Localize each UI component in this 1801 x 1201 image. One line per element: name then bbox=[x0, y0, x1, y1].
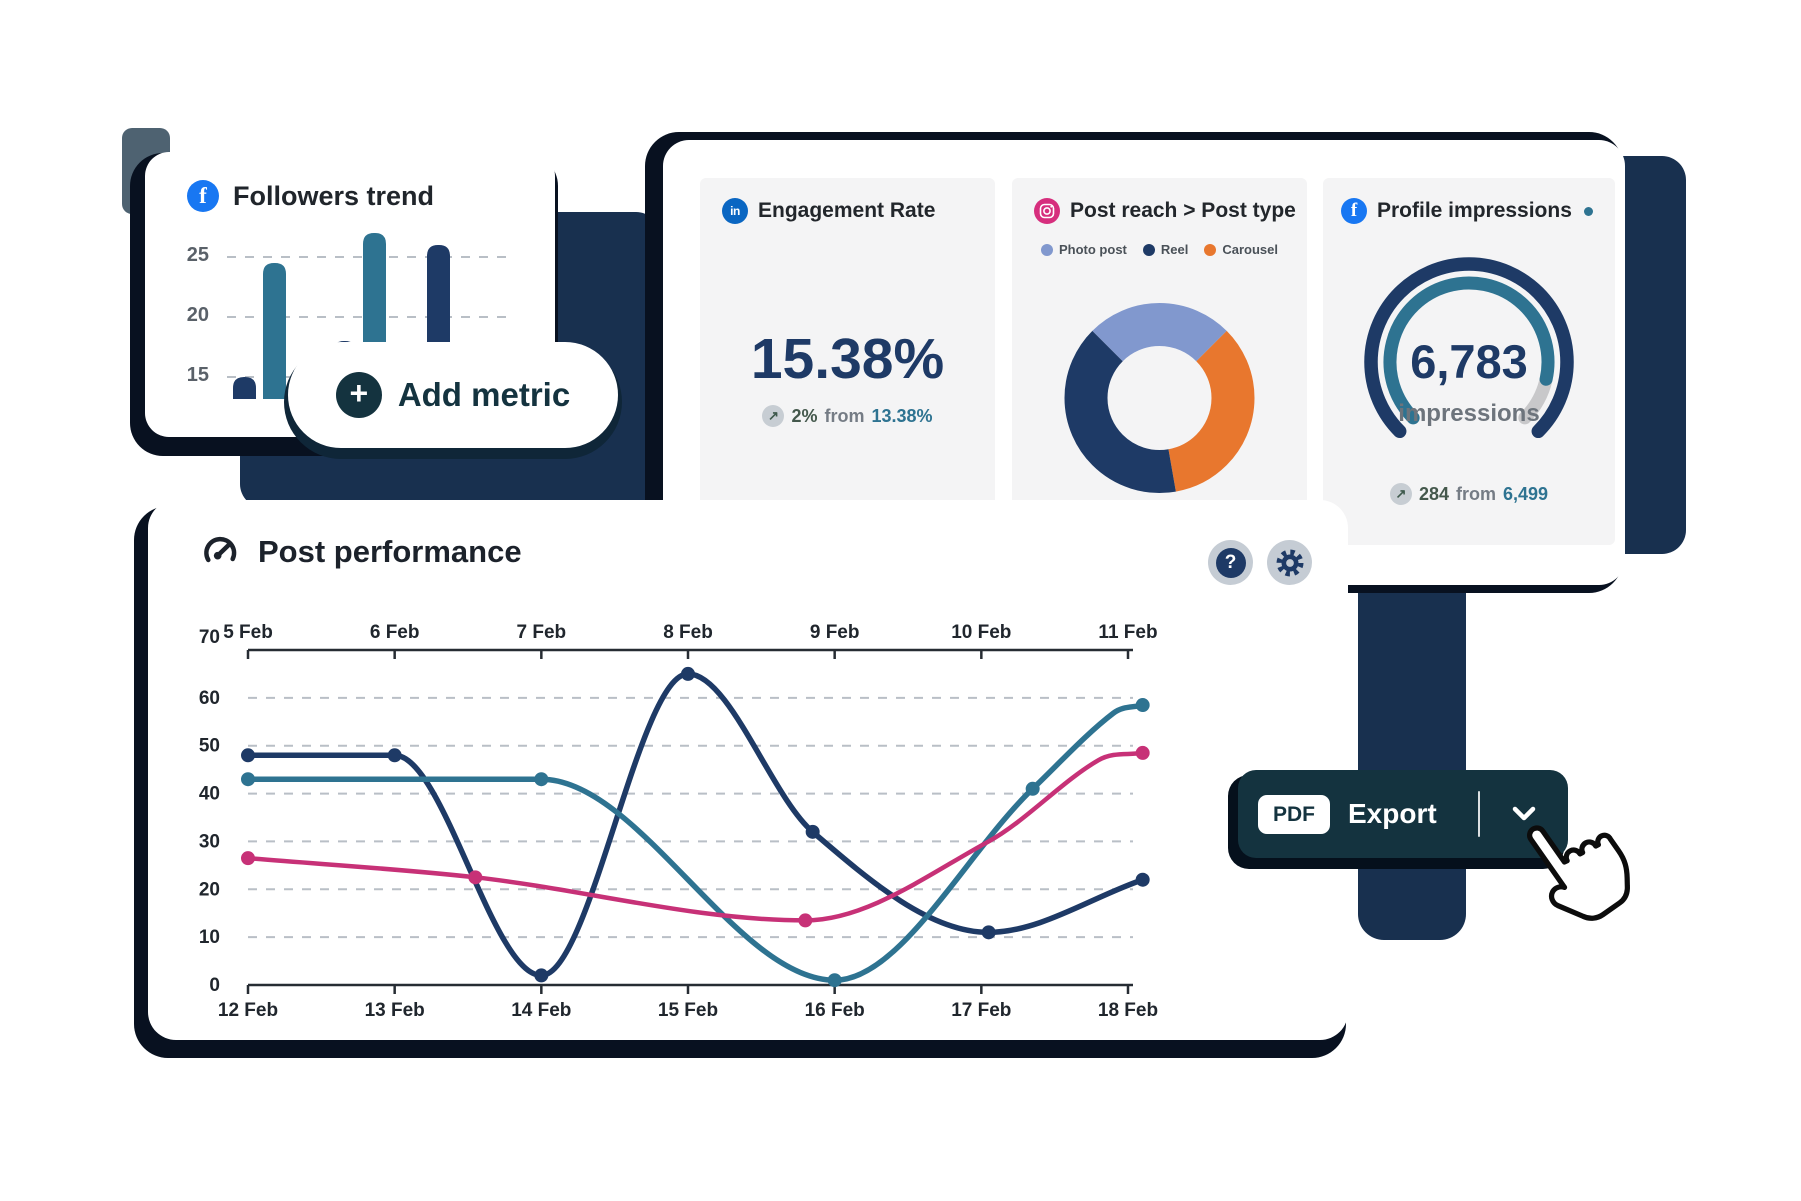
legend-dot-icon bbox=[1041, 243, 1053, 256]
export-dropdown-button[interactable] bbox=[1498, 788, 1550, 840]
legend-item: Photo post bbox=[1041, 242, 1127, 257]
svg-text:20: 20 bbox=[199, 879, 220, 900]
question-mark-icon: ? bbox=[1215, 547, 1246, 578]
svg-text:50: 50 bbox=[199, 736, 220, 757]
svg-text:15 Feb: 15 Feb bbox=[658, 1000, 718, 1021]
trend-up-arrow-icon: ↗ bbox=[762, 405, 785, 427]
facebook-icon: f bbox=[1341, 198, 1367, 224]
svg-text:70: 70 bbox=[199, 627, 220, 648]
hand-cursor-icon bbox=[1505, 798, 1650, 948]
add-metric-label: Add metric bbox=[397, 376, 571, 413]
export-label: Export bbox=[1348, 798, 1437, 829]
post-performance-actions: ? bbox=[1208, 540, 1312, 585]
svg-text:12 Feb: 12 Feb bbox=[218, 1000, 278, 1021]
engagement-from-word: from bbox=[824, 405, 865, 426]
post-reach-panel: Post reach > Post type Photo post Reel Car… bbox=[1012, 178, 1307, 505]
post-performance-line-chart: 70 60 50 40 30 20 10 0 5 Feb 6 Feb 7 Feb 8 Feb 9 Feb… bbox=[199, 622, 1158, 1021]
svg-text:11 Feb: 11 Feb bbox=[1098, 622, 1157, 643]
impressions-previous: 6,499 bbox=[1503, 483, 1549, 504]
svg-text:60: 60 bbox=[199, 688, 220, 709]
svg-text:8 Feb: 8 Feb bbox=[663, 622, 713, 643]
instagram-icon bbox=[1034, 198, 1060, 224]
svg-text:7 Feb: 7 Feb bbox=[517, 622, 567, 643]
svg-text:20: 20 bbox=[187, 304, 209, 326]
legend-dot-icon bbox=[1204, 243, 1217, 256]
svg-text:30: 30 bbox=[199, 831, 220, 852]
speedometer-icon bbox=[200, 532, 240, 572]
post-reach-header: Post reach > Post type bbox=[1034, 198, 1296, 224]
help-button[interactable]: ? bbox=[1208, 540, 1253, 585]
svg-text:15: 15 bbox=[187, 364, 209, 386]
engagement-delta: 2% bbox=[791, 405, 818, 426]
profile-impressions-title: Profile impressions bbox=[1377, 199, 1572, 222]
export-button[interactable]: PDF Export bbox=[1238, 770, 1568, 858]
plus-icon: + bbox=[335, 372, 382, 418]
engagement-rate-value: 15.38% bbox=[750, 327, 945, 391]
post-reach-donut-chart bbox=[1064, 303, 1255, 493]
followers-trend-title: Followers trend bbox=[233, 180, 435, 211]
add-metric-button[interactable]: + Add metric bbox=[288, 342, 618, 448]
engagement-rate-panel: in Engagement Rate 15.38% ↗ 2% from 13.3… bbox=[700, 178, 995, 505]
svg-text:5 Feb: 5 Feb bbox=[223, 622, 273, 643]
linkedin-icon: in bbox=[722, 198, 748, 224]
trend-up-arrow-icon: ↗ bbox=[1389, 483, 1412, 505]
post-reach-title: Post reach > Post type bbox=[1070, 199, 1296, 222]
svg-text:10 Feb: 10 Feb bbox=[951, 622, 1011, 643]
impressions-unit: impressions bbox=[1398, 400, 1540, 427]
chevron-down-icon bbox=[1512, 806, 1536, 821]
engagement-rate-delta-row: ↗ 2% from 13.38% bbox=[700, 405, 995, 427]
svg-text:10: 10 bbox=[199, 927, 220, 948]
status-dot-icon bbox=[1583, 206, 1593, 216]
svg-text:25: 25 bbox=[187, 244, 209, 266]
donut-legend: Photo post Reel Carousel bbox=[1012, 242, 1307, 257]
legend-dot-icon bbox=[1142, 243, 1155, 256]
svg-text:0: 0 bbox=[209, 975, 220, 996]
svg-text:17 Feb: 17 Feb bbox=[951, 1000, 1011, 1021]
export-divider bbox=[1477, 791, 1480, 837]
impressions-value: 6,783 bbox=[1410, 335, 1528, 388]
legend-item: Carousel bbox=[1204, 242, 1278, 257]
engagement-rate-title: Engagement Rate bbox=[758, 199, 936, 222]
settings-button[interactable] bbox=[1267, 540, 1312, 585]
svg-text:14 Feb: 14 Feb bbox=[511, 1000, 571, 1021]
pdf-badge: PDF bbox=[1258, 794, 1330, 834]
impressions-gauge-chart bbox=[1364, 257, 1574, 439]
impressions-from-word: from bbox=[1456, 483, 1496, 504]
svg-text:16 Feb: 16 Feb bbox=[805, 1000, 865, 1021]
post-performance-title: Post performance bbox=[258, 534, 522, 569]
engagement-previous: 13.38% bbox=[871, 405, 933, 426]
profile-impressions-header: f Profile impressions bbox=[1341, 198, 1593, 224]
svg-text:13 Feb: 13 Feb bbox=[365, 1000, 425, 1021]
svg-text:40: 40 bbox=[199, 784, 220, 805]
impressions-delta: 284 bbox=[1418, 483, 1449, 504]
impressions-delta-row: ↗ 284 from 6,499 bbox=[1323, 483, 1615, 505]
gear-icon bbox=[1276, 549, 1303, 576]
legend-item: Reel bbox=[1142, 242, 1188, 257]
facebook-icon: f bbox=[187, 180, 219, 212]
followers-trend-header: f Followers trend bbox=[187, 180, 434, 212]
post-performance-header: Post performance bbox=[200, 532, 522, 572]
profile-impressions-panel: f Profile impressions 6,783 impressions … bbox=[1323, 178, 1615, 545]
svg-text:9 Feb: 9 Feb bbox=[810, 622, 860, 643]
svg-text:6 Feb: 6 Feb bbox=[370, 622, 420, 643]
post-performance-card: Post performance ? 70 60 50 40 30 20 10 0 5 Feb 6… bbox=[148, 500, 1348, 1040]
engagement-rate-header: in Engagement Rate bbox=[722, 198, 935, 224]
svg-text:18 Feb: 18 Feb bbox=[1098, 1000, 1158, 1021]
